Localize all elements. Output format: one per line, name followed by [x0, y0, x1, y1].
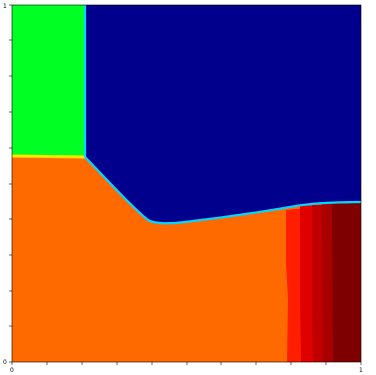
red-band-5 — [332, 203, 361, 362]
y-tick-label-top: 1 — [3, 3, 7, 10]
x-tick-label-right: 1 — [359, 367, 363, 374]
field-plot — [12, 5, 361, 362]
x-ticks — [11, 362, 362, 365]
y-tick-label-bottom: 0 — [3, 359, 7, 366]
plot-frame — [11, 4, 362, 363]
x-tick-label-left: 0 — [10, 367, 14, 374]
blue-region — [85, 5, 361, 224]
y-ticks — [9, 4, 12, 363]
green-region — [12, 5, 85, 157]
interface-green-orange — [12, 154, 86, 159]
interface-blue-orange — [84, 156, 361, 225]
